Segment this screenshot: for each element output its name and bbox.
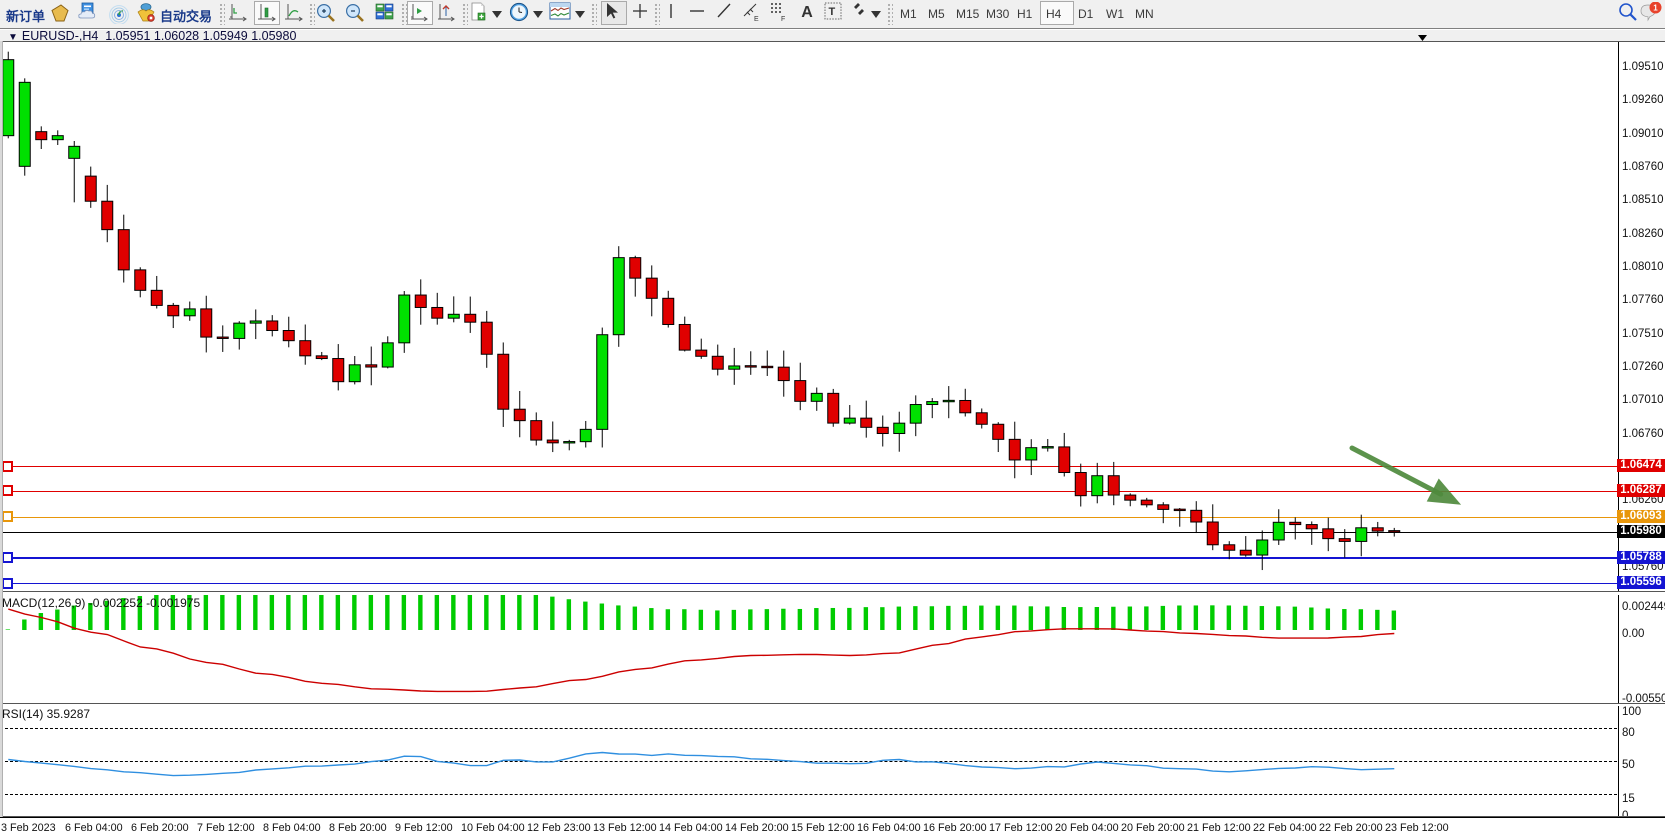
svg-text:F: F bbox=[781, 16, 785, 22]
svg-text:T: T bbox=[829, 6, 836, 18]
svg-text:1: 1 bbox=[1653, 4, 1658, 13]
svg-text:E: E bbox=[754, 16, 759, 22]
